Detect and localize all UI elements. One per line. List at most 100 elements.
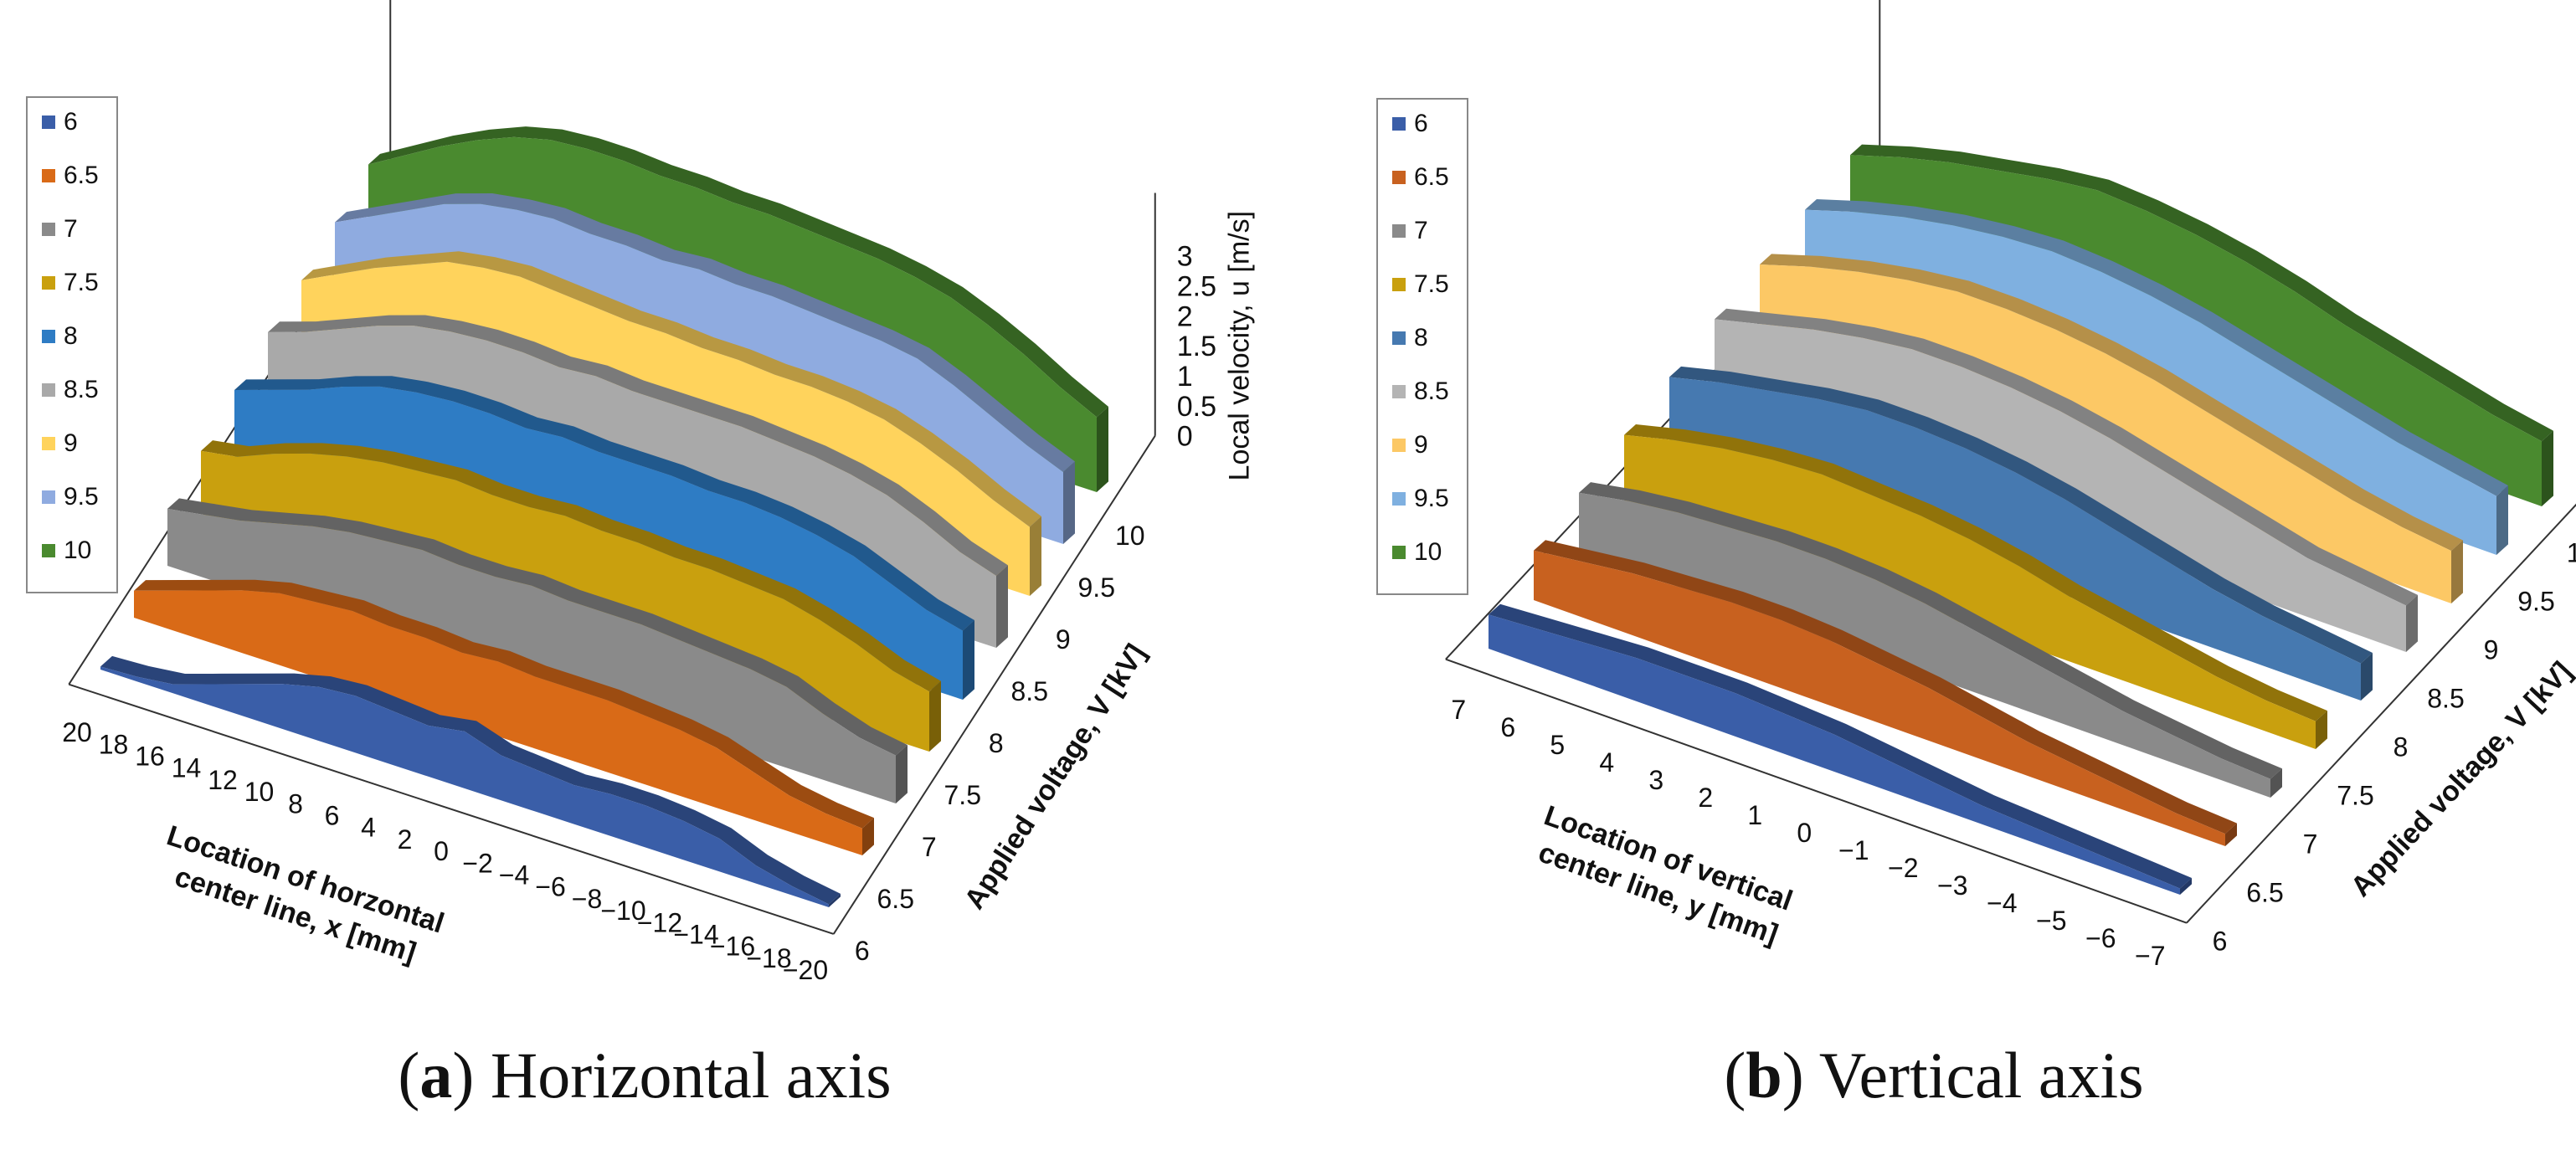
series-6 [1489,603,2192,895]
legend-label-8.5: 8.5 [1414,377,1449,405]
series-6.5-end-face [862,818,874,855]
x-tick-label: 12 [208,765,238,795]
legend-swatch-7.5 [42,276,55,290]
series-6-top-edge [1489,603,2192,889]
series-7-end-face [896,745,908,803]
series-6.5-area [134,590,862,855]
y-tick-label: 1 [1177,361,1193,393]
legend-label-7: 7 [1414,217,1428,244]
x-tick-label: −18 [746,943,791,973]
x-tick-label: 18 [99,729,129,759]
y-tick-label: 2.5 [1177,271,1216,303]
series-7.5 [1624,424,2327,749]
series-8.5-end-face [996,565,1008,648]
x-tick-label: −16 [710,932,755,962]
y-tick-label: 0.5 [1177,391,1216,423]
x-tick-label: 10 [244,777,275,807]
series-8-top-edge [1669,366,2373,664]
z-tick-label: 6 [855,936,870,966]
x-tick-label: −1 [1838,835,1869,865]
legend-swatch-9 [1392,439,1406,452]
legend-label-6: 6 [1414,110,1428,137]
legend-swatch-9.5 [42,490,55,504]
z-tick-label: 6.5 [877,884,914,914]
x-tick-label: 3 [1648,765,1663,795]
series-6-area [1489,614,2180,895]
z-tick-label: 7.5 [944,780,981,810]
series-7.5-end-face [929,680,941,752]
z-tick-label: 10 [1115,521,1145,551]
legend-swatch-10 [42,544,55,557]
y-axis-label: Local velocity, u [m/s] [1224,211,1256,481]
legend-label-8.5: 8.5 [64,376,99,403]
series-6.5-area [1534,550,2225,846]
series-9.5-end-face [2496,485,2508,555]
legend-label-10: 10 [64,536,91,564]
series-6.5-end-face [2225,823,2237,846]
frame-floor-front-edge [68,683,835,935]
x-tick-label: 0 [1797,818,1812,848]
legend-label-7.5: 7.5 [1414,270,1449,298]
y-tick-label: 2 [1177,300,1193,332]
z-tick-label: 9 [1056,624,1071,654]
x-tick-label: 2 [398,824,413,855]
series-7.5-area [1624,434,2316,749]
series-9-end-face [2451,540,2463,603]
legend-label-6.5: 6.5 [64,162,99,189]
series-9.5-end-face [1063,461,1075,544]
x-tick-label: −3 [1937,870,1967,901]
frame-floor-front-edge [1445,658,2188,924]
series-7-top-edge [1579,482,2282,779]
series-9-top-edge [1760,254,2463,552]
z-tick-label: 7 [2303,829,2318,860]
z-axis-label: Applied voltage, V [kV] [959,639,1153,915]
legend-label-9.5: 9.5 [1414,485,1449,512]
x-tick-label: −8 [572,884,602,914]
series-7-area [167,508,896,803]
chart-horizontal-axis: 00.511.522.53 Local velocity, u [m/s]20 18… [26,0,1256,985]
legend-label-8: 8 [1414,324,1428,352]
x-tick-label: 8 [288,788,303,819]
legend: 6 6.5 7 7.5 8 8.5 9 9.5 10 [26,96,118,593]
series-10-end-face [1097,406,1108,492]
series-8-area [1669,377,2361,701]
x-tick-label: 2 [1698,783,1713,813]
series-7.5-top-edge [1624,424,2327,721]
series-6.5-top-edge [1534,540,2237,834]
caption-a: (a) Horizontal axis [398,1039,892,1111]
x-tick-label: 14 [172,753,202,783]
z-tick-label: 8 [989,728,1004,758]
legend-swatch-7 [1392,224,1406,238]
x-tick-label: −12 [637,907,682,937]
series-6 [100,655,841,907]
x-tick-label: −5 [2036,906,2066,936]
frame-floor-right-edge [2186,503,2576,924]
z-tick-label: 8.5 [2427,684,2464,714]
caption-b: (b) Vertical axis [1724,1039,2144,1111]
legend-swatch-9.5 [1392,492,1406,506]
series-8.5-end-face [2406,594,2418,652]
series-8-end-face [2361,653,2373,701]
series-6.5 [134,579,874,855]
caption-b-text: Vertical axis [1818,1039,2144,1111]
legend-label-7.5: 7.5 [64,269,99,296]
caption-a-letter: a [419,1039,453,1111]
legend-label-10: 10 [1414,538,1442,566]
z-tick-label: 7.5 [2337,781,2373,811]
z-tick-label: 6.5 [2246,878,2283,908]
z-tick-label: 6 [2213,927,2228,957]
legend: 6 6.5 7 7.5 8 8.5 9 9.5 10 [1376,98,1468,595]
legend-label-8: 8 [64,322,78,350]
x-tick-label: −2 [462,848,492,878]
legend-swatch-6 [42,116,55,129]
x-tick-label: 4 [1599,747,1614,778]
legend-swatch-6.5 [42,169,55,182]
legend-swatch-8 [42,330,55,343]
legend-swatch-9 [42,437,55,450]
series-7 [1579,482,2282,798]
legend-swatch-8 [1392,331,1406,345]
series-8.5-top-edge [1715,308,2418,606]
caption-b-letter: b [1746,1039,1782,1111]
